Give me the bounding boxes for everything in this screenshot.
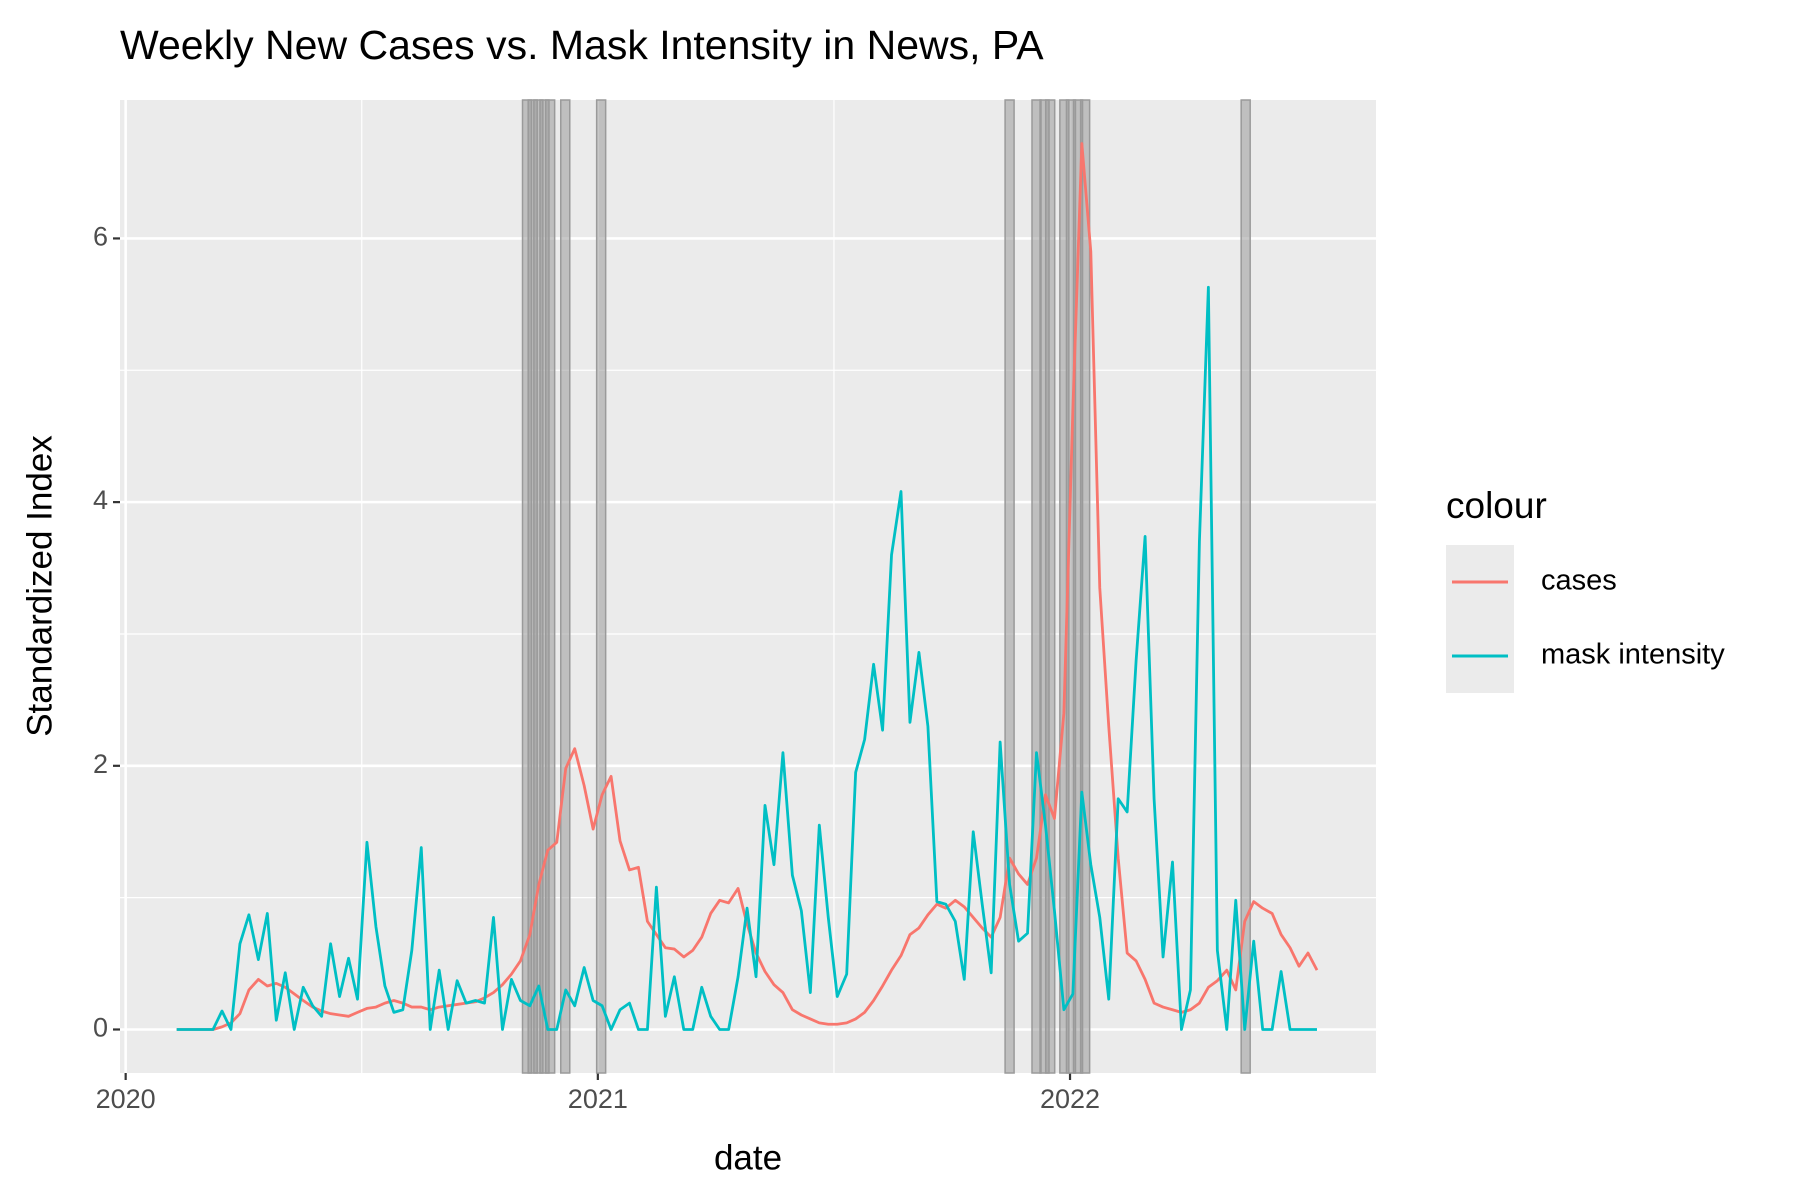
shaded-band — [595, 99, 607, 1074]
y-tick-label: 6 — [93, 222, 108, 252]
x-tick-label: 2022 — [1040, 1084, 1100, 1114]
x-tick-label: 2020 — [96, 1084, 156, 1114]
shaded-band — [1044, 99, 1056, 1074]
y-axis-title: Standardized Index — [20, 435, 59, 737]
chart-title: Weekly New Cases vs. Mask Intensity in N… — [120, 22, 1044, 68]
shaded-band — [544, 99, 556, 1074]
x-axis-title: date — [714, 1138, 782, 1177]
shaded-band — [1079, 99, 1091, 1074]
legend-label: mask intensity — [1541, 639, 1725, 671]
shaded-band — [560, 99, 571, 1074]
y-tick-label: 2 — [93, 749, 108, 779]
x-tick-label: 2021 — [568, 1084, 628, 1114]
y-tick-label: 4 — [93, 485, 108, 515]
series-line — [176, 142, 1319, 1031]
series-line — [176, 285, 1317, 1031]
legend-key-background — [1446, 545, 1514, 693]
y-tick-label: 0 — [93, 1013, 108, 1043]
shaded-band — [1004, 99, 1015, 1074]
legend-label: cases — [1541, 565, 1617, 597]
shaded-band — [1240, 99, 1251, 1074]
legend-title: colour — [1446, 485, 1547, 526]
